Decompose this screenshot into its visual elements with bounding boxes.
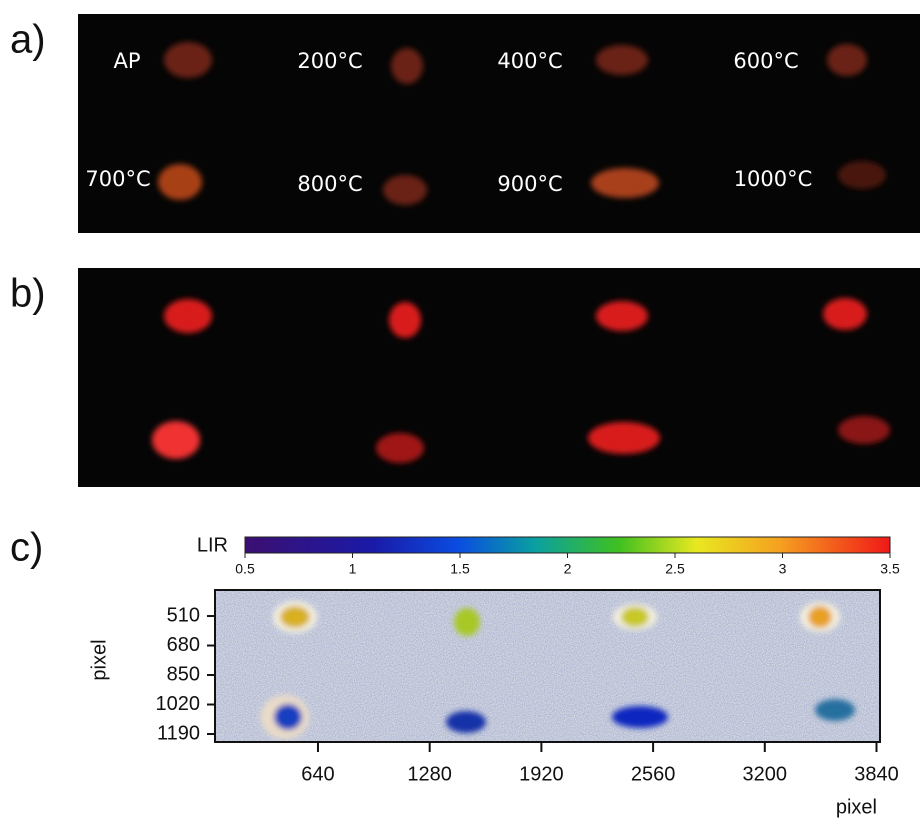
sample-label: 800°C	[297, 172, 362, 196]
colorbar-tick-label: 1.5	[450, 561, 470, 577]
y-tick-label: 1020	[156, 693, 201, 715]
colorbar-label: LIR	[197, 534, 228, 556]
colorbar-tick-label: 0.5	[235, 561, 255, 577]
y-tick-label: 510	[167, 604, 200, 626]
y-tick-label: 850	[167, 663, 200, 685]
x-tick-label: 1920	[519, 763, 564, 785]
sample-label: 600°C	[733, 49, 798, 73]
colorbar-tick-label: 3	[779, 561, 787, 577]
panel-label: c)	[10, 526, 43, 570]
sample-label: 700°C	[85, 167, 150, 191]
colorbar-tick-label: 2	[564, 561, 572, 577]
sample-label: 900°C	[497, 172, 562, 196]
x-axis-label: pixel	[836, 796, 877, 818]
colorbar-tick-label: 3.5	[880, 561, 900, 577]
y-tick-label: 680	[167, 634, 200, 656]
sample-label: 1000°C	[734, 167, 813, 191]
page: AP 200°C 400°C 600°C 700°C 800°C 900°C 1000°C a…	[0, 0, 923, 831]
colorbar-tick-label: 2.5	[665, 561, 685, 577]
x-tick-label: 2560	[631, 763, 676, 785]
sample-label: 400°C	[497, 49, 562, 73]
panel-label: b)	[10, 272, 46, 316]
panel-label: a)	[10, 18, 46, 62]
x-tick-label: 640	[301, 763, 334, 785]
colorbar	[245, 537, 890, 553]
sample-label: AP	[113, 49, 140, 73]
x-tick-label: 3840	[854, 763, 899, 785]
figure: AP 200°C 400°C 600°C 700°C 800°C 900°C 1000°C a…	[0, 0, 923, 827]
y-axis-label: pixel	[88, 639, 110, 680]
sample-label: 200°C	[297, 49, 362, 73]
photo-b	[78, 268, 920, 487]
x-tick-label: 3200	[743, 763, 788, 785]
y-tick-label: 1190	[157, 722, 200, 744]
colorbar-tick-label: 1	[349, 561, 357, 577]
x-tick-label: 1280	[407, 763, 452, 785]
